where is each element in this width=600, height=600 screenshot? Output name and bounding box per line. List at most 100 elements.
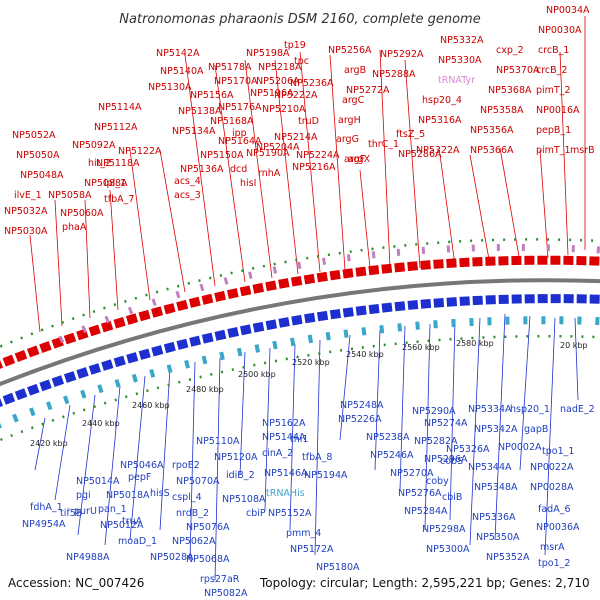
gene-label: NP5370A — [496, 65, 540, 76]
gene-label: NP5348A — [474, 482, 518, 493]
kbp-tick: 2500 kbp — [238, 370, 276, 379]
gene-label: ipp — [232, 128, 247, 139]
leader-line — [84, 199, 91, 319]
gene-label: NP5276A — [398, 488, 442, 499]
gene-label: NP5226A — [338, 414, 382, 425]
gene-label: NP5176A — [218, 102, 262, 113]
leader-line — [214, 64, 246, 283]
kbp-tick: 2520 kbp — [292, 358, 330, 367]
gene-label: NP5112A — [94, 122, 138, 133]
kbp-tick: 2480 kbp — [186, 385, 224, 394]
gene-label: hsp20_4 — [422, 95, 462, 106]
leader-line — [469, 317, 481, 546]
genome-backbone — [0, 278, 600, 387]
gene-label: NP5238A — [366, 432, 410, 443]
kbp-tick: 2580 kbp — [456, 339, 494, 348]
gene-label: NP5332A — [440, 35, 484, 46]
gene-label: NP5152A — [268, 508, 312, 519]
gene-label: lpl_1 — [104, 178, 126, 189]
gene-label: NP5142A — [156, 48, 200, 59]
gene-label: argC — [342, 95, 365, 106]
gene-label: NP5352A — [486, 552, 530, 563]
reverse-strand-genes — [0, 294, 600, 408]
accession-label: Accession: NC_007426 — [8, 576, 144, 590]
gene-label: NP5138A — [178, 106, 222, 117]
gene-label: moaD_1 — [118, 536, 157, 547]
leader-line — [424, 323, 431, 531]
leader-line — [379, 49, 391, 269]
gene-label: argX — [348, 154, 371, 165]
gene-label: NP0034A — [546, 5, 590, 16]
gene-label: cbiB — [442, 492, 462, 503]
leader-line — [539, 149, 549, 259]
gene-label: NP5068A — [186, 554, 230, 565]
map-title: Natronomonas pharaonis DSM 2160, complet… — [119, 12, 480, 27]
leader-line — [314, 339, 321, 556]
leader-line — [244, 59, 273, 279]
gene-label: ilvE_1 — [14, 190, 42, 201]
gene-label: NP5032A — [4, 206, 48, 217]
gene-label: tpc — [294, 56, 309, 67]
gene-label: NP4988A — [66, 552, 110, 563]
gene-label: NP5358A — [480, 105, 524, 116]
gene-label: NP5198A — [246, 48, 290, 59]
gene-label: NP5014A — [76, 476, 120, 487]
gene-label: NP5062A — [172, 536, 216, 547]
gene-label: NP5356A — [470, 125, 514, 136]
gene-label: NP5288A — [372, 69, 416, 80]
gene-label: NP5140A — [160, 66, 204, 77]
gene-label: NP5270A — [390, 468, 434, 479]
leader-line — [129, 375, 146, 541]
gene-label: NP5300A — [426, 544, 470, 555]
gene-label: cobS — [440, 456, 463, 467]
gene-label: NP5196A — [250, 88, 294, 99]
gene-label: NP5156A — [190, 90, 234, 101]
leader-line — [374, 329, 381, 471]
genome-summary: Topology: circular; Length: 2,595,221 bp… — [259, 576, 590, 590]
gene-label: NP5082A — [204, 588, 248, 599]
leader-line — [559, 51, 569, 256]
gene-label: NP5330A — [438, 55, 482, 66]
gene-label: NP5290A — [412, 406, 456, 417]
leader-line — [274, 59, 299, 275]
gene-label: NP5118A — [96, 158, 140, 169]
gene-label: NP5210A — [262, 104, 306, 115]
gene-label: argB — [344, 65, 366, 76]
gene-label: cspl_4 — [172, 492, 202, 503]
gene-label: NP5350A — [476, 532, 520, 543]
inner-feature-band — [0, 316, 600, 429]
gene-label: NP5272A — [346, 85, 390, 96]
gene-label: NP5284A — [404, 506, 448, 517]
gene-label: NP5246A — [370, 450, 414, 461]
gene-label: NP5172A — [290, 544, 334, 555]
leader-line — [214, 357, 221, 581]
gene-label: NP5336A — [472, 512, 516, 523]
gene-label: nadE_2 — [560, 404, 595, 415]
gene-label: NP5322A — [416, 145, 460, 156]
gene-label: NP5206A — [256, 76, 300, 87]
gene-label: msrA — [540, 542, 565, 553]
gene-label: rnhA — [258, 168, 281, 179]
gene-label: nrdB_2 — [176, 508, 209, 519]
leader-line — [439, 154, 456, 266]
gene-label: NP5108A — [222, 494, 266, 505]
gene-label: argG — [336, 134, 359, 145]
gene-label: NP5344A — [468, 462, 512, 473]
gene-label: NP5048A — [20, 170, 64, 181]
gene-label: NP5214A — [274, 132, 318, 143]
gene-label: cinA_2 — [262, 448, 293, 459]
gene-label: NP0036A — [536, 522, 580, 533]
gene-label: gapB — [524, 424, 548, 435]
gene-label: NP5274A — [424, 418, 468, 429]
gene-label: thrC_1 — [368, 139, 399, 150]
gene-label: tp19 — [284, 40, 306, 51]
gene-label: crcB_1 — [538, 45, 569, 56]
leader-line — [104, 385, 121, 546]
inner-dot-band — [0, 334, 600, 442]
kbp-tick: 2540 kbp — [346, 350, 384, 359]
gene-label: rps27aR — [200, 574, 240, 585]
gene-label: NP5292A — [380, 49, 424, 60]
gene-label: tRNATyr — [438, 75, 475, 86]
gene-label: fadA_6 — [538, 504, 571, 515]
